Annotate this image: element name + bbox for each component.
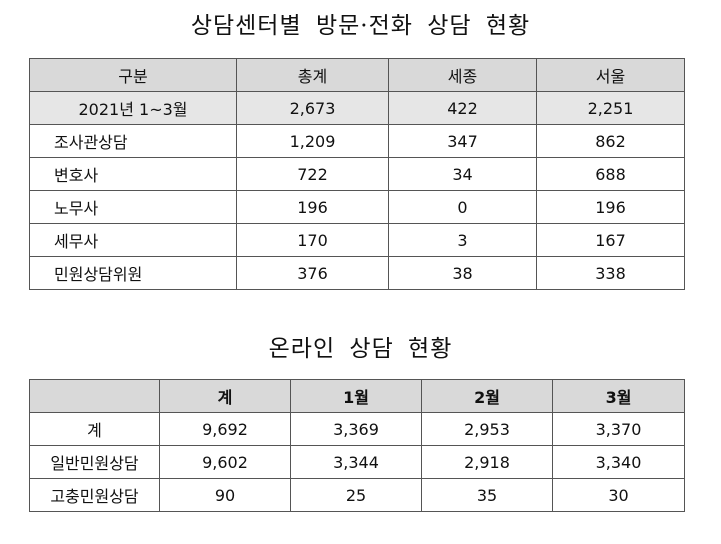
table-row: 변호사 722 34 688: [29, 157, 685, 191]
column-header-seoul: 서울: [536, 58, 685, 92]
column-header-total: 계: [159, 379, 291, 413]
cell-value: 2,953: [421, 412, 553, 446]
summary-row: 2021년 1~3월 2,673 422 2,251: [29, 91, 685, 125]
cell-value: 9,602: [159, 445, 291, 479]
cell-value: 722: [236, 157, 389, 191]
cell-value: 38: [388, 256, 537, 290]
column-header-empty: [29, 379, 160, 413]
cell-value: 1,209: [236, 124, 389, 158]
cell-value: 338: [536, 256, 685, 290]
column-header-total: 총계: [236, 58, 389, 92]
cell-value: 167: [536, 223, 685, 257]
table-row: 민원상담위원 376 38 338: [29, 256, 685, 290]
table-row: 일반민원상담 9,602 3,344 2,918 3,340: [29, 445, 685, 479]
cell-value: 3,344: [290, 445, 422, 479]
cell-value: 196: [236, 190, 389, 224]
column-header-category: 구분: [29, 58, 237, 92]
row-label: 세무사: [29, 223, 237, 257]
cell-value: 376: [236, 256, 389, 290]
table-row: 계 9,692 3,369 2,953 3,370: [29, 412, 685, 446]
row-label: 노무사: [29, 190, 237, 224]
row-label: 계: [29, 412, 160, 446]
cell-value: 422: [388, 91, 537, 125]
table-row: 고충민원상담 90 25 35 30: [29, 478, 685, 512]
cell-value: 35: [421, 478, 553, 512]
row-label: 민원상담위원: [29, 256, 237, 290]
table-row: 노무사 196 0 196: [29, 190, 685, 224]
table-header-row: 계 1월 2월 3월: [29, 379, 685, 413]
cell-value: 688: [536, 157, 685, 191]
column-header-march: 3월: [552, 379, 685, 413]
online-consultation-table: 계 1월 2월 3월 계 9,692 3,369 2,953 3,370 일반민…: [29, 379, 685, 512]
cell-value: 2,673: [236, 91, 389, 125]
cell-value: 3,370: [552, 412, 685, 446]
cell-value: 30: [552, 478, 685, 512]
cell-value: 34: [388, 157, 537, 191]
row-label: 변호사: [29, 157, 237, 191]
online-consultation-title: 온라인 상담 현황: [268, 336, 453, 362]
table-row: 조사관상담 1,209 347 862: [29, 124, 685, 158]
table-row: 세무사 170 3 167: [29, 223, 685, 257]
row-label: 일반민원상담: [29, 445, 160, 479]
cell-value: 3,340: [552, 445, 685, 479]
cell-value: 862: [536, 124, 685, 158]
row-label: 조사관상담: [29, 124, 237, 158]
cell-value: 3: [388, 223, 537, 257]
cell-value: 347: [388, 124, 537, 158]
visit-phone-consultation-title: 상담센터별 방문·전화 상담 현황: [190, 13, 531, 39]
cell-value: 25: [290, 478, 422, 512]
cell-value: 170: [236, 223, 389, 257]
column-header-january: 1월: [290, 379, 422, 413]
visit-phone-consultation-table: 구분 총계 세종 서울 2021년 1~3월 2,673 422 2,251 조…: [29, 58, 685, 290]
column-header-sejong: 세종: [388, 58, 537, 92]
cell-value: 2,251: [536, 91, 685, 125]
table-header-row: 구분 총계 세종 서울: [29, 58, 685, 92]
cell-value: 3,369: [290, 412, 422, 446]
cell-value: 9,692: [159, 412, 291, 446]
cell-value: 0: [388, 190, 537, 224]
cell-value: 196: [536, 190, 685, 224]
column-header-february: 2월: [421, 379, 553, 413]
cell-value: 2,918: [421, 445, 553, 479]
cell-value: 90: [159, 478, 291, 512]
row-label: 고충민원상담: [29, 478, 160, 512]
row-label: 2021년 1~3월: [29, 91, 237, 125]
